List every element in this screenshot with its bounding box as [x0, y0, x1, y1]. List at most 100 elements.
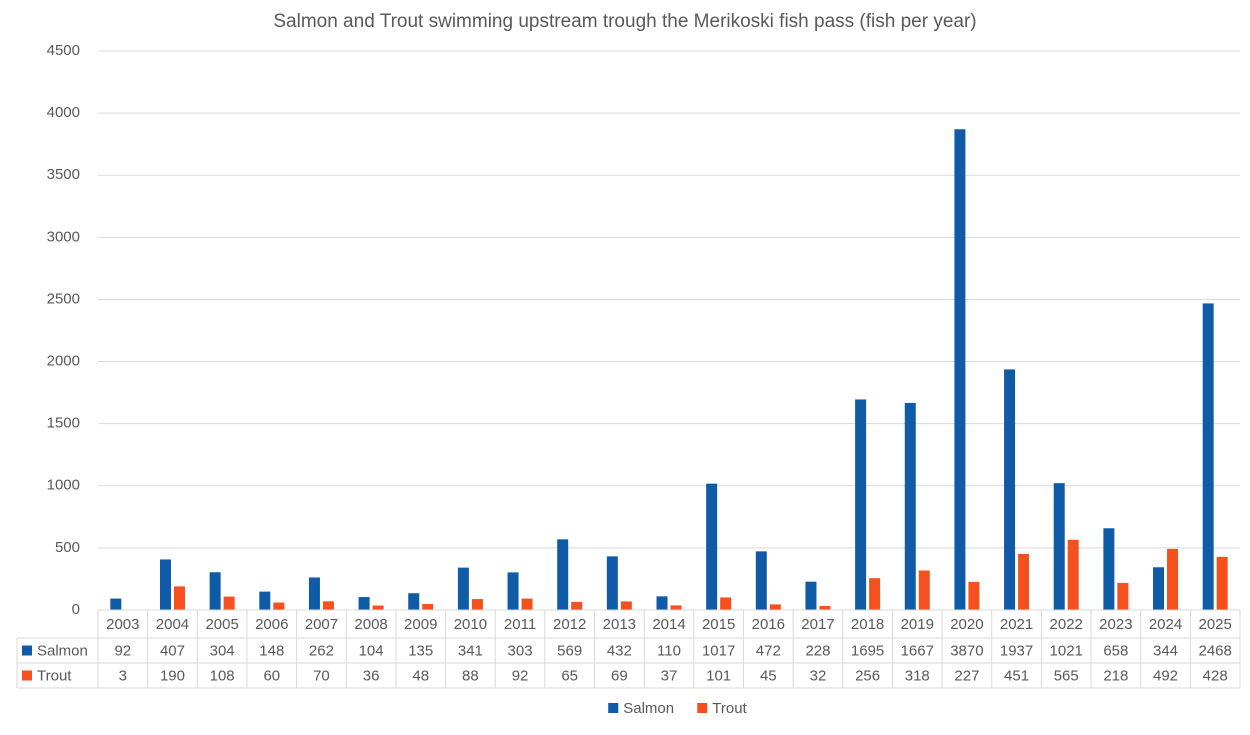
x-tick-label: 2024 [1149, 616, 1182, 633]
bar [323, 601, 334, 610]
table-value: 110 [657, 642, 681, 659]
table-value: 32 [810, 667, 827, 684]
bar [1117, 583, 1128, 610]
table-value: 1017 [702, 642, 735, 659]
bar [905, 403, 916, 610]
table-value: 3 [119, 667, 127, 684]
table-value: 227 [954, 667, 979, 684]
bar [1217, 557, 1228, 610]
table-value: 218 [1103, 667, 1128, 684]
bar [408, 593, 419, 610]
bar [1068, 540, 1079, 610]
table-series-name: Salmon [37, 642, 88, 659]
x-tick-label: 2022 [1050, 616, 1083, 633]
y-tick-label: 500 [55, 539, 80, 556]
x-tick-label: 2003 [106, 616, 139, 633]
x-tick-label: 2015 [702, 616, 735, 633]
x-tick-label: 2020 [950, 616, 983, 633]
x-tick-label: 2016 [752, 616, 785, 633]
bar [607, 556, 618, 610]
table-value: 407 [160, 642, 185, 659]
bar [557, 539, 568, 610]
bar [571, 602, 582, 610]
bar [706, 484, 717, 610]
bar [1103, 528, 1114, 610]
x-tick-label: 2005 [205, 616, 238, 633]
bar [855, 399, 866, 610]
table-value: 37 [661, 667, 678, 684]
x-tick-label: 2017 [801, 616, 834, 633]
table-value: 69 [611, 667, 628, 684]
bar [309, 577, 320, 610]
bar [373, 606, 384, 610]
y-tick-label: 4000 [47, 104, 80, 121]
bar [756, 551, 767, 610]
table-value: 45 [760, 667, 777, 684]
bar [968, 582, 979, 610]
bar [422, 604, 433, 610]
table-value: 190 [160, 667, 185, 684]
table-value: 658 [1103, 642, 1128, 659]
bar [210, 572, 221, 610]
bar [720, 597, 731, 610]
bar [508, 572, 519, 610]
x-tick-label: 2014 [652, 616, 685, 633]
x-tick-label: 2009 [404, 616, 437, 633]
bar [1054, 483, 1065, 610]
x-tick-label: 2023 [1099, 616, 1132, 633]
bar [1167, 549, 1178, 610]
legend-label: Salmon [623, 700, 674, 717]
table-value: 318 [905, 667, 930, 684]
x-tick-label: 2011 [504, 616, 536, 633]
bar [869, 578, 880, 610]
chart-title: Salmon and Trout swimming upstream troug… [273, 11, 976, 32]
legend-key [608, 703, 618, 713]
table-legend-key [22, 646, 32, 656]
table-value: 256 [855, 667, 880, 684]
bar [805, 582, 816, 610]
table-value: 1021 [1050, 642, 1083, 659]
table-value: 92 [114, 642, 131, 659]
bar [472, 599, 483, 610]
table-value: 472 [756, 642, 781, 659]
table-series-name: Trout [37, 667, 72, 684]
table-value: 101 [706, 667, 731, 684]
table-value: 262 [309, 642, 334, 659]
y-tick-label: 1000 [47, 477, 80, 494]
bar [621, 601, 632, 610]
bar [819, 606, 830, 610]
y-tick-label: 2500 [47, 290, 80, 307]
x-tick-label: 2025 [1198, 616, 1231, 633]
table-value: 135 [408, 642, 433, 659]
table-value: 3870 [950, 642, 983, 659]
bar [1203, 303, 1214, 610]
bar [1018, 554, 1029, 610]
table-value: 341 [458, 642, 483, 659]
table-value: 70 [313, 667, 330, 684]
bar [919, 570, 930, 610]
table-value: 565 [1054, 667, 1079, 684]
x-tick-label: 2018 [851, 616, 884, 633]
table-value: 1937 [1000, 642, 1033, 659]
bar [522, 599, 533, 610]
x-tick-label: 2006 [255, 616, 288, 633]
bar [1004, 369, 1015, 610]
table-value: 60 [263, 667, 280, 684]
x-tick-label: 2004 [156, 616, 189, 633]
table-value: 36 [363, 667, 380, 684]
bar [657, 596, 668, 610]
bar [259, 592, 270, 610]
bar [110, 599, 121, 610]
y-tick-label: 3000 [47, 228, 80, 245]
table-value: 569 [557, 642, 582, 659]
x-tick-label: 2021 [1000, 616, 1033, 633]
y-tick-label: 3500 [47, 166, 80, 183]
x-tick-label: 2008 [354, 616, 387, 633]
table-value: 1695 [851, 642, 884, 659]
legend-key [697, 703, 707, 713]
table-value: 148 [259, 642, 284, 659]
table-value: 492 [1153, 667, 1178, 684]
bar [273, 603, 284, 610]
table-legend-key [22, 671, 32, 681]
